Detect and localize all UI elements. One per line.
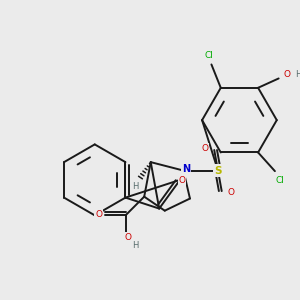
Text: Cl: Cl <box>204 51 213 60</box>
Text: H: H <box>132 241 138 250</box>
Text: S: S <box>214 166 222 176</box>
Text: O: O <box>201 144 208 153</box>
Text: H: H <box>296 70 300 79</box>
Text: Cl: Cl <box>275 176 284 185</box>
Text: O: O <box>227 188 235 197</box>
Text: O: O <box>178 176 185 185</box>
Text: H: H <box>133 182 139 191</box>
Text: N: N <box>182 164 190 174</box>
Text: O: O <box>124 233 131 242</box>
Text: O: O <box>283 70 290 79</box>
Text: O: O <box>95 210 102 219</box>
